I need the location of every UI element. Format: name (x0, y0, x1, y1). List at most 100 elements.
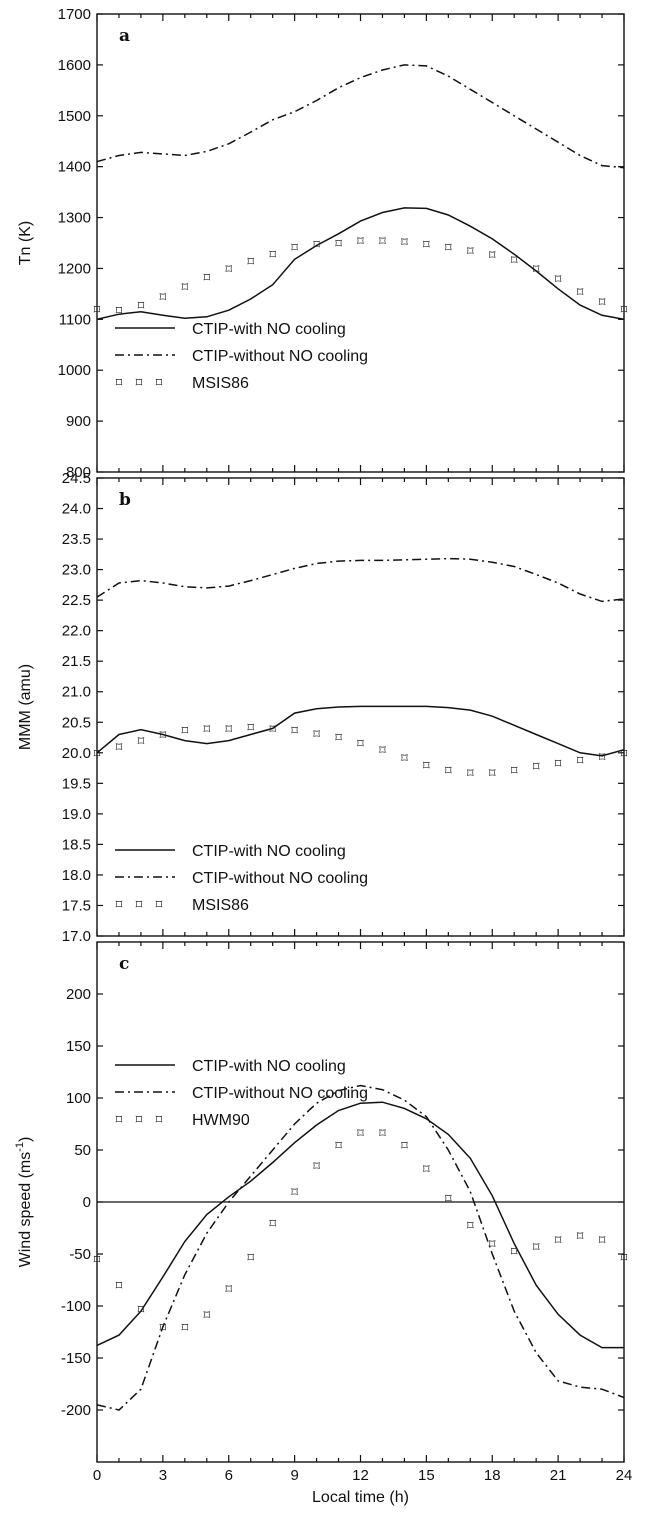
legend-marker: ⌑ (156, 898, 163, 913)
y-tick-label: 1000 (58, 362, 91, 379)
y-tick-label: 800 (66, 464, 91, 481)
data-point: ⌑ (511, 1245, 518, 1260)
y-tick-label: 1100 (59, 311, 91, 328)
y-tick-label: 150 (66, 1038, 91, 1055)
data-point: ⌑ (577, 754, 584, 769)
y-axis-title-sup: -1 (14, 1142, 26, 1152)
y-tick-label: 1400 (58, 159, 91, 176)
x-tick-label: 6 (225, 1467, 233, 1484)
y-tick-label: 17.0 (62, 928, 91, 945)
panel-label: c (119, 954, 129, 974)
data-point: ⌑ (423, 759, 430, 774)
data-point: ⌑ (94, 1253, 101, 1268)
data-point: ⌑ (291, 1186, 298, 1201)
data-point: ⌑ (203, 722, 210, 737)
data-point: ⌑ (467, 766, 474, 781)
x-tick-label: 24 (616, 1467, 633, 1484)
y-tick-label: 0 (83, 1194, 91, 1211)
y-tick-label: 22.0 (62, 623, 91, 640)
data-point: ⌑ (181, 280, 188, 295)
data-point: ⌑ (489, 249, 496, 264)
legend-marker: ⌑ (156, 1113, 163, 1128)
legend-marker: ⌑ (136, 898, 143, 913)
data-point: ⌑ (269, 248, 276, 263)
legend-marker: ⌑ (136, 376, 143, 391)
legend-marker: ⌑ (116, 898, 123, 913)
y-tick-label: 1500 (58, 108, 91, 125)
series-line-with-no-cooling (97, 1101, 624, 1349)
y-tick-label: 21.5 (62, 653, 91, 670)
data-point: ⌑ (225, 1282, 232, 1297)
y-tick-label: -100 (61, 1298, 91, 1315)
data-point: ⌑ (511, 764, 518, 779)
series-line-with-no-cooling (97, 207, 624, 321)
data-point: ⌑ (116, 1279, 123, 1294)
data-point: ⌑ (291, 241, 298, 256)
panel-b: 17.0 17.5 18.0 18.5 19.0 19.5 20.0 20.5 21.0 21.5… (17, 470, 628, 945)
y-tick-label: 50 (74, 1142, 91, 1159)
y-tick-label: 1300 (58, 210, 91, 227)
x-tick-label: 18 (484, 1467, 501, 1484)
data-point: ⌑ (467, 1219, 474, 1234)
y-tick-label: -150 (61, 1350, 91, 1367)
data-point: ⌑ (313, 238, 320, 253)
data-point: ⌑ (379, 744, 386, 759)
y-tick-label: 22.5 (62, 592, 91, 609)
y-tick-label: 23.0 (62, 562, 91, 579)
data-point: ⌑ (335, 731, 342, 746)
x-tick-label: 15 (418, 1467, 435, 1484)
data-point: ⌑ (335, 1139, 342, 1154)
legend-label: CTIP-without NO cooling (192, 1085, 368, 1102)
data-point: ⌑ (533, 760, 540, 775)
y-tick-label: 900 (66, 413, 91, 430)
x-axis-title: Local time (h) (312, 1489, 409, 1506)
data-point: ⌑ (401, 235, 408, 250)
data-point: ⌑ (489, 1238, 496, 1253)
data-point: ⌑ (599, 296, 606, 311)
y-tick-label: 18.0 (62, 867, 91, 884)
data-point: ⌑ (247, 255, 254, 270)
data-point: ⌑ (555, 273, 562, 288)
data-point: ⌑ (313, 727, 320, 742)
data-point: ⌑ (291, 724, 298, 739)
data-point: ⌑ (247, 1251, 254, 1266)
y-tick-label: 19.0 (62, 806, 91, 823)
y-tick-label: 17.5 (62, 897, 91, 914)
x-tick-label: 3 (159, 1467, 167, 1484)
legend-marker: ⌑ (116, 1113, 123, 1128)
data-point: ⌑ (313, 1160, 320, 1175)
y-tick-label: 20.0 (62, 745, 91, 762)
x-tick-label: 21 (550, 1467, 567, 1484)
y-axis-title: MMM (amu) (17, 664, 34, 750)
legend-label: MSIS86 (192, 375, 249, 392)
y-tick-label: -200 (61, 1402, 91, 1419)
data-point: ⌑ (533, 1241, 540, 1256)
series-line-without-no-cooling (97, 64, 624, 169)
data-point: ⌑ (116, 304, 123, 319)
y-tick-label: 18.5 (62, 836, 91, 853)
y-tick-label: 20.5 (62, 714, 91, 731)
data-point: ⌑ (577, 285, 584, 300)
x-tick-label: 12 (352, 1467, 369, 1484)
data-point: ⌑ (621, 747, 628, 762)
y-tick-label: 100 (66, 1090, 91, 1107)
data-point: ⌑ (225, 262, 232, 277)
data-point: ⌑ (357, 737, 364, 752)
data-point: ⌑ (423, 1163, 430, 1178)
y-axis-title: Wind speed (ms-1) (14, 1137, 34, 1268)
y-axis-title: Tn (K) (17, 221, 34, 265)
y-axis-title-close: ) (17, 1137, 34, 1142)
data-point: ⌑ (555, 757, 562, 772)
legend-marker: ⌑ (116, 376, 123, 391)
x-tick-label: 0 (93, 1467, 101, 1484)
data-point: ⌑ (467, 245, 474, 260)
data-point: ⌑ (247, 721, 254, 736)
data-point: ⌑ (401, 1139, 408, 1154)
data-point: ⌑ (94, 303, 101, 318)
legend-marker: ⌑ (136, 1113, 143, 1128)
panel-a: 800 900 1000 1100 1200 1300 1400 1500 1600 1700 a T… (17, 6, 628, 481)
data-point: ⌑ (160, 290, 167, 305)
data-point: ⌑ (511, 253, 518, 268)
data-point: ⌑ (555, 1233, 562, 1248)
